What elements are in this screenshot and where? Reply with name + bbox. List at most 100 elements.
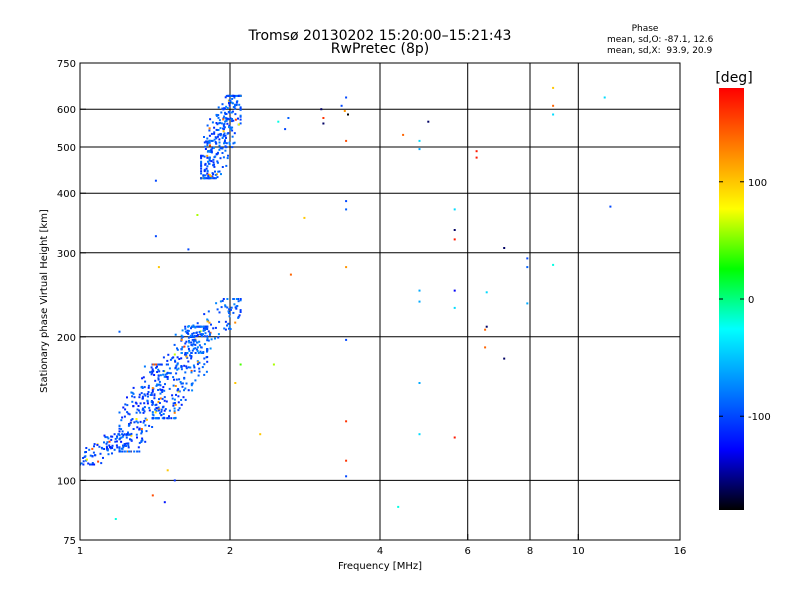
data-point (221, 152, 224, 154)
y-tick-label: 75 (63, 536, 76, 547)
data-point (234, 94, 237, 97)
stats-heading: Phase (632, 24, 659, 34)
data-point (199, 350, 202, 353)
data-point (193, 366, 196, 369)
data-point (206, 170, 209, 173)
data-point (225, 142, 228, 145)
data-point (202, 174, 205, 177)
data-point (211, 147, 214, 150)
data-point (209, 156, 211, 159)
data-point (209, 149, 212, 152)
data-point (272, 363, 275, 366)
data-point (159, 397, 162, 400)
data-point (221, 107, 224, 110)
data-point (195, 325, 198, 328)
data-point (235, 94, 238, 97)
data-point (217, 114, 220, 117)
data-point (208, 333, 211, 336)
data-point (204, 174, 207, 177)
data-point (206, 348, 209, 351)
data-point (190, 384, 193, 387)
data-point (233, 96, 236, 99)
data-point (136, 436, 138, 439)
data-point (239, 363, 242, 366)
data-point (216, 176, 219, 179)
data-point (190, 371, 193, 374)
data-point (185, 382, 188, 385)
data-point (210, 139, 213, 142)
data-point (163, 396, 166, 399)
data-point (227, 322, 230, 325)
data-point (203, 136, 205, 138)
data-point (223, 327, 226, 330)
data-point (215, 128, 218, 131)
data-point (231, 102, 234, 105)
data-point (220, 173, 222, 176)
data-point (191, 389, 194, 392)
data-point (200, 160, 203, 163)
data-point (135, 418, 138, 420)
data-point (215, 173, 218, 176)
data-point (206, 165, 209, 168)
data-point (96, 443, 99, 446)
data-point (191, 338, 194, 341)
data-point (162, 413, 165, 415)
data-point (128, 450, 131, 453)
data-point (217, 133, 220, 136)
data-point (174, 360, 177, 363)
y-tick-label: 750 (57, 59, 76, 70)
data-point (103, 448, 106, 450)
stats-o-line: mean, sd,O: -87.1, 12.6 (607, 35, 714, 45)
data-point (196, 346, 199, 349)
data-point (143, 393, 146, 396)
data-point (176, 347, 178, 350)
data-point (180, 382, 183, 385)
data-point (211, 121, 214, 124)
data-point (155, 384, 158, 387)
data-point (126, 404, 129, 407)
data-point (151, 413, 154, 416)
data-point (200, 167, 203, 170)
data-point (206, 360, 209, 363)
y-tick-label: 500 (57, 143, 76, 154)
data-point (217, 116, 220, 119)
data-point (131, 400, 134, 403)
data-point (185, 367, 188, 370)
data-point (166, 371, 169, 374)
stats-x-line: mean, sd,X: 93.9, 20.9 (607, 46, 713, 56)
data-point (150, 401, 153, 403)
data-point (166, 363, 169, 366)
data-point (228, 111, 231, 114)
data-point (200, 325, 203, 328)
data-point (204, 177, 207, 180)
data-point (164, 373, 167, 376)
data-point (204, 163, 207, 166)
data-point (235, 307, 238, 310)
data-point (87, 462, 90, 465)
data-point (418, 382, 421, 384)
data-point (552, 263, 555, 266)
data-point (206, 339, 209, 342)
data-point (139, 420, 142, 423)
data-point (118, 427, 121, 430)
y-axis-label: Stationary phase Virtual Height [km] (39, 209, 50, 393)
data-point (217, 336, 220, 339)
data-point (201, 335, 203, 338)
data-point (484, 328, 487, 331)
data-point (196, 341, 199, 344)
data-point (212, 177, 215, 180)
data-point (239, 299, 242, 302)
data-point (180, 338, 183, 341)
data-point (217, 129, 220, 131)
data-point (208, 129, 211, 132)
data-point (184, 371, 187, 374)
data-point (106, 441, 109, 444)
data-point (155, 409, 158, 412)
data-point (228, 312, 231, 315)
data-point (198, 340, 201, 343)
data-point (149, 394, 152, 396)
data-point (147, 384, 150, 387)
data-point (218, 141, 221, 144)
data-point (207, 160, 209, 163)
data-point (151, 494, 154, 497)
